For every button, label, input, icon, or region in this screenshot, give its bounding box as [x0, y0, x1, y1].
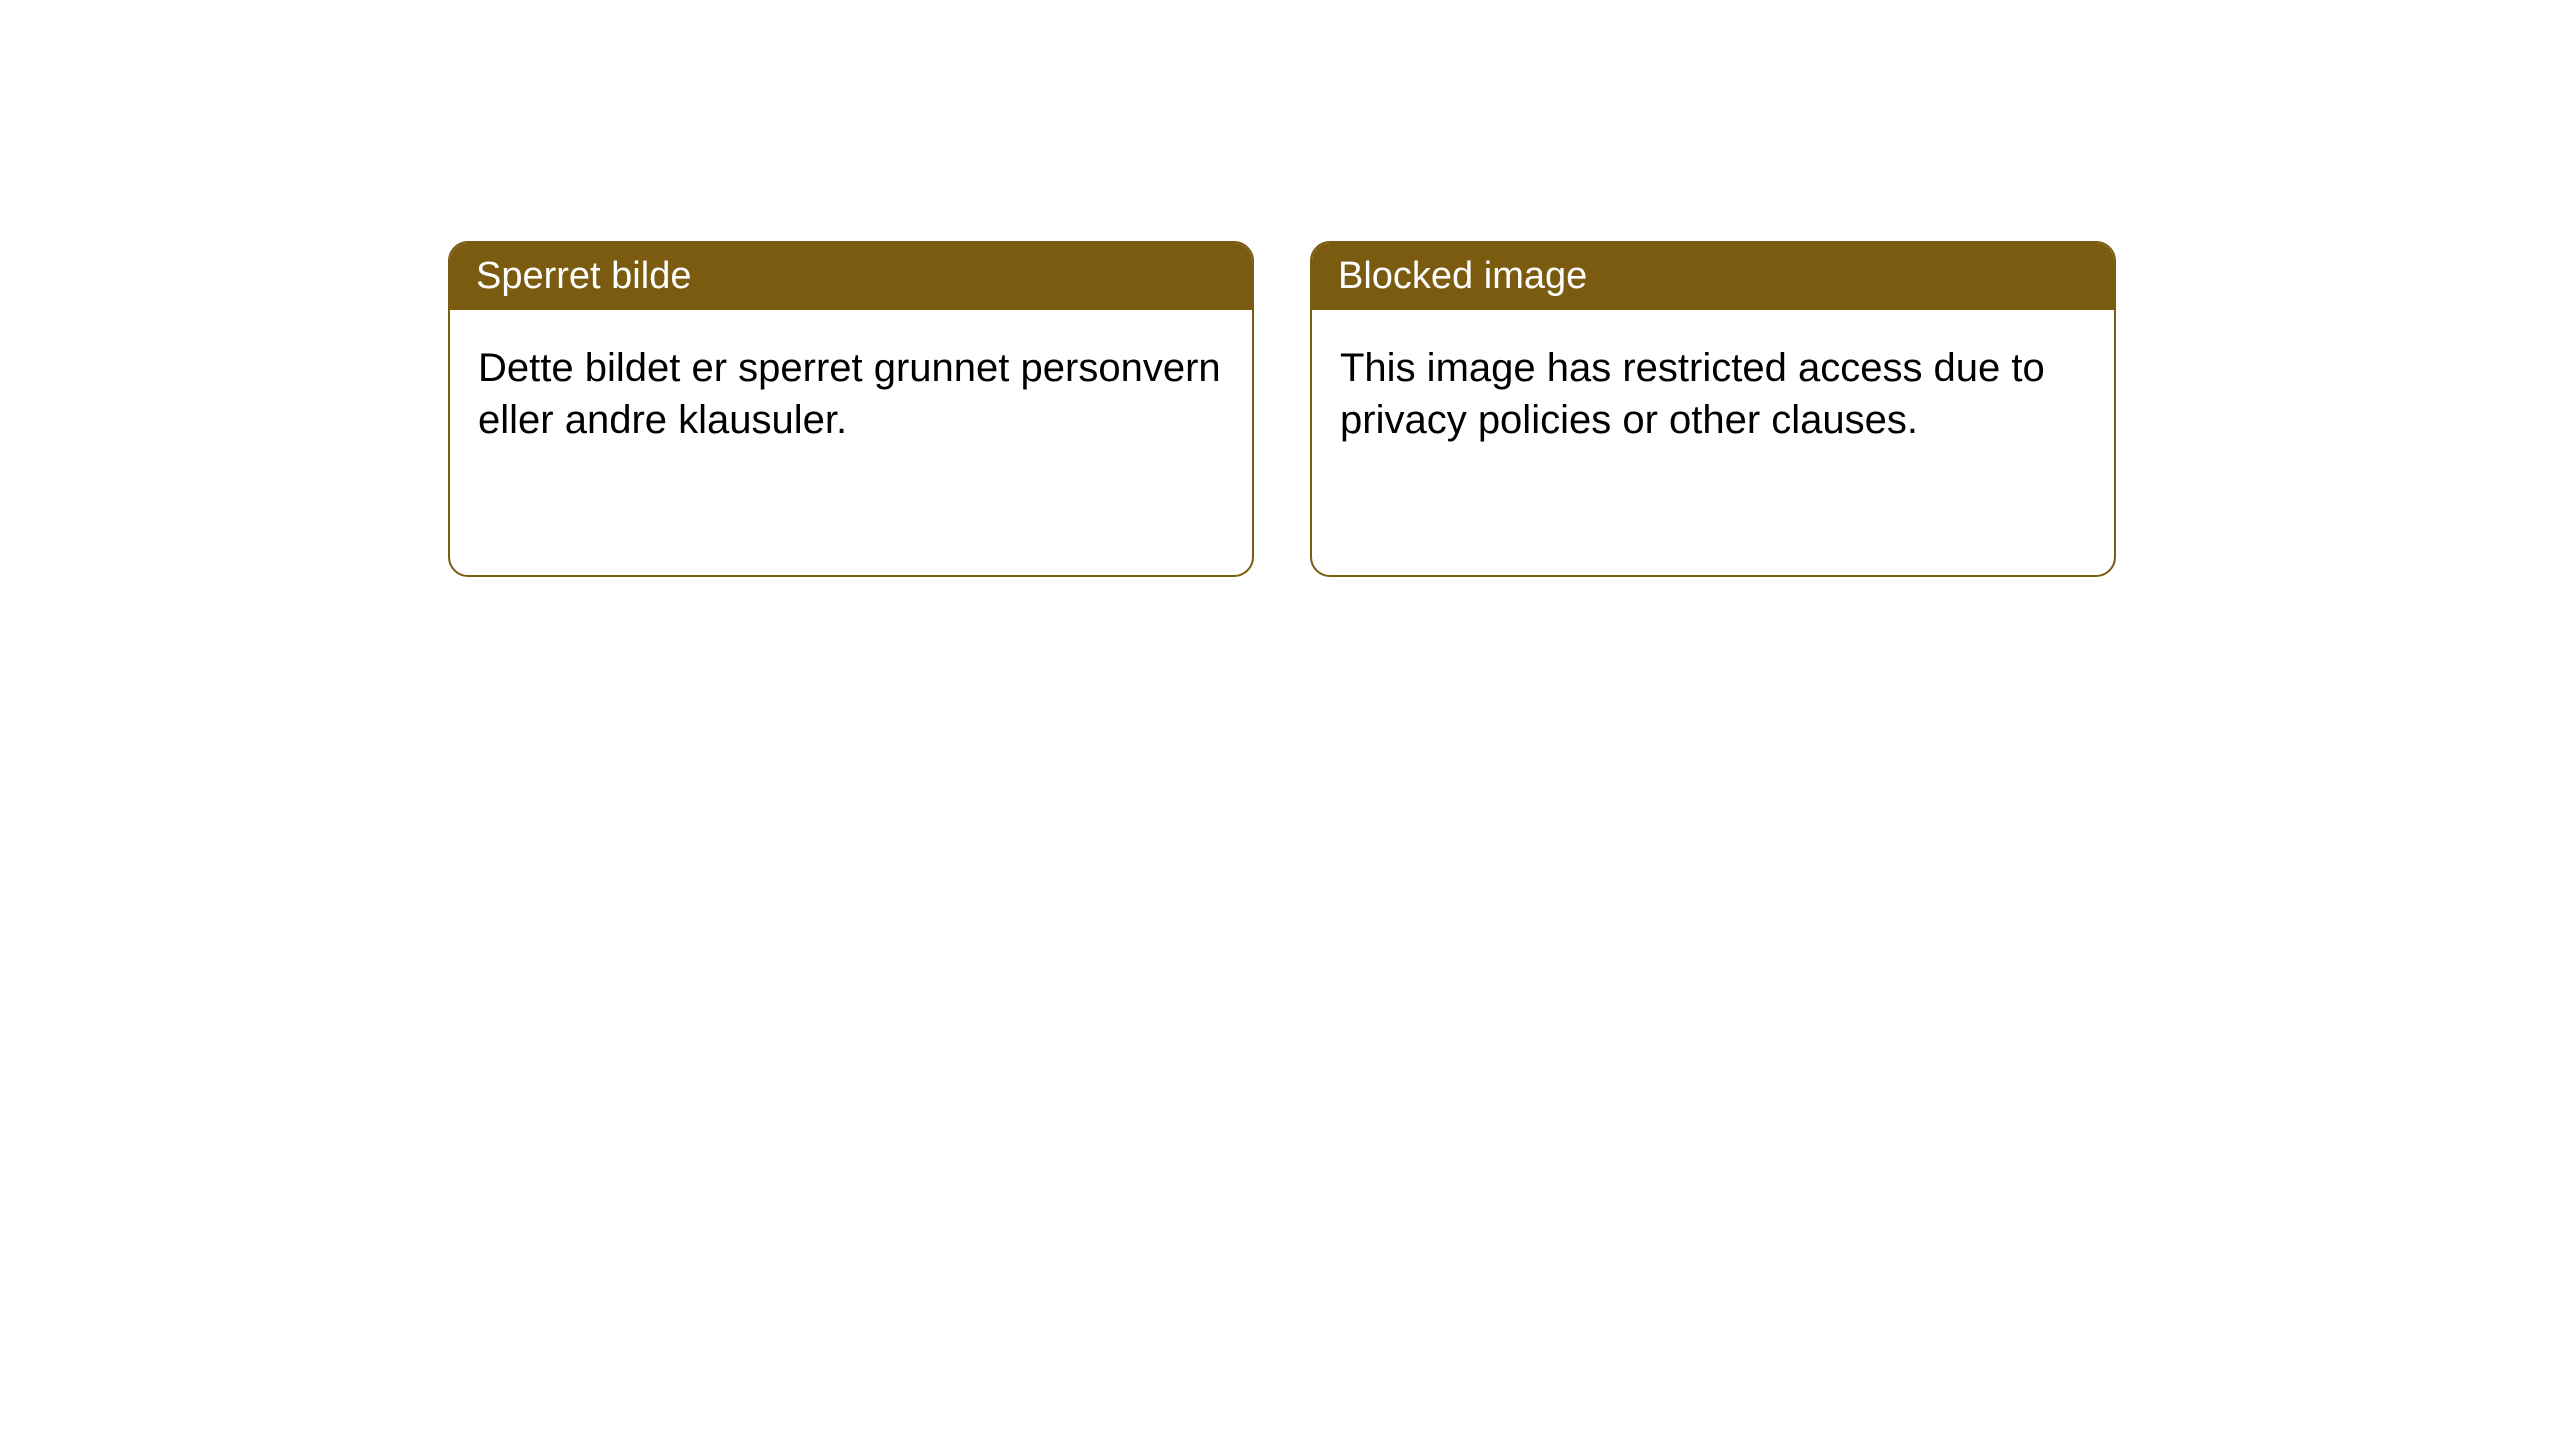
card-body-text: This image has restricted access due to …	[1340, 346, 2045, 442]
card-title: Blocked image	[1338, 255, 1587, 297]
cards-container: Sperret bilde Dette bildet er sperret gr…	[448, 241, 2116, 577]
card-body: Dette bildet er sperret grunnet personve…	[450, 310, 1252, 478]
card-body: This image has restricted access due to …	[1312, 310, 2114, 478]
card-header: Blocked image	[1312, 243, 2114, 310]
card-header: Sperret bilde	[450, 243, 1252, 310]
card-title: Sperret bilde	[476, 255, 691, 297]
card-body-text: Dette bildet er sperret grunnet personve…	[478, 346, 1221, 442]
blocked-image-card-no: Sperret bilde Dette bildet er sperret gr…	[448, 241, 1254, 577]
blocked-image-card-en: Blocked image This image has restricted …	[1310, 241, 2116, 577]
